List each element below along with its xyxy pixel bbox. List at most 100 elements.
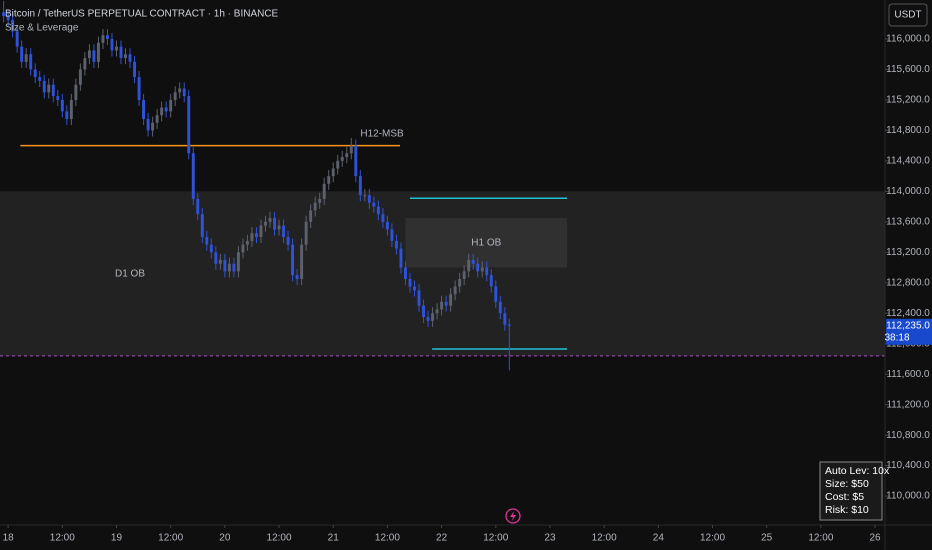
y-tick-label: 112,400.0 [886, 308, 930, 319]
candle-body [96, 42, 100, 62]
candle-body [20, 46, 24, 62]
candle-body [151, 122, 155, 131]
x-tick-label: 12:00 [808, 533, 833, 544]
candle-body [322, 183, 326, 199]
candle-body [74, 84, 78, 100]
candle-body [390, 229, 394, 241]
y-tick-label: 110,800.0 [886, 430, 930, 441]
candle-body [309, 210, 313, 222]
candle-body [336, 160, 340, 169]
candle-body [196, 198, 200, 215]
candle-body [11, 19, 15, 32]
candle-body [69, 99, 73, 119]
candle-body [169, 99, 173, 112]
candle-body [268, 218, 272, 222]
candle-body [105, 35, 109, 40]
candle-body [78, 69, 82, 85]
candle-body [110, 39, 114, 51]
candle-body [218, 259, 222, 264]
candle-body [273, 218, 276, 230]
candle-body [29, 54, 33, 70]
candle-body [33, 69, 37, 78]
candle-body [498, 301, 502, 314]
candle-body [295, 275, 299, 279]
candle-body [277, 225, 281, 230]
candle-body [304, 221, 308, 245]
candle-body [42, 80, 46, 93]
candle-body [363, 195, 367, 197]
candle-body [137, 77, 141, 100]
y-tick-label: 116,000.0 [886, 34, 930, 45]
candle-body [282, 225, 286, 238]
info-line: Cost: $5 [825, 491, 864, 503]
candle-body [83, 58, 87, 70]
candle-body [65, 111, 69, 119]
candle-body [385, 221, 389, 230]
y-tick-label: 111,600.0 [886, 369, 929, 380]
y-tick-label: 114,000.0 [886, 186, 930, 197]
candle-body [300, 244, 304, 279]
candle-body [417, 290, 421, 306]
y-tick-label: 110,400.0 [886, 460, 930, 471]
candle-body [259, 225, 263, 238]
y-tick-label: 110,000.0 [886, 491, 930, 502]
currency-button[interactable] [888, 3, 928, 27]
candle-body [431, 313, 435, 321]
candle-body [115, 46, 118, 51]
last-price-label: 112,235.0 [886, 320, 930, 331]
y-tick-label: 113,200.0 [886, 247, 930, 258]
x-tick-label: 25 [761, 533, 773, 544]
candle-body [372, 202, 376, 207]
x-tick-label: 12:00 [50, 533, 75, 544]
y-tick-label: 115,200.0 [886, 95, 930, 106]
candle-body [6, 16, 10, 20]
candle-body [507, 324, 511, 326]
candle-body [200, 214, 204, 238]
candle-body [489, 275, 493, 287]
candle-body [349, 145, 353, 154]
y-tick-label: 115,600.0 [886, 64, 930, 75]
candle-body [214, 252, 218, 264]
x-tick-label: 12:00 [158, 533, 183, 544]
x-tick-label: 22 [436, 533, 448, 544]
order-block-zone [405, 218, 568, 268]
candle-body [462, 271, 466, 279]
candle-body [124, 54, 127, 59]
candle-body [458, 278, 462, 287]
candle-body [394, 240, 398, 249]
candle-body [354, 145, 358, 177]
candle-body [155, 115, 159, 123]
x-tick-label: 12:00 [483, 533, 508, 544]
candle-body [413, 286, 416, 291]
candle-body [435, 309, 439, 314]
candle-body [142, 99, 146, 119]
candle-body [467, 259, 471, 272]
x-tick-label: 12:00 [375, 533, 400, 544]
candle-body [205, 237, 209, 245]
candle-body [191, 153, 195, 199]
candle-body [404, 267, 407, 279]
alert-icon[interactable] [505, 508, 521, 524]
candle-body [485, 267, 489, 276]
x-tick-label: 18 [3, 533, 15, 544]
candle-body [358, 176, 362, 196]
currency-label[interactable]: USDT [894, 10, 921, 21]
candle-body [440, 301, 444, 310]
candle-body [453, 286, 457, 295]
info-line: Auto Lev: 10x [825, 465, 890, 477]
zone-label: D1 OB [115, 268, 145, 279]
candle-body [101, 35, 105, 43]
x-tick-label: 12:00 [267, 533, 292, 544]
candle-body [408, 278, 412, 287]
indicator-name: Size & Leverage [5, 23, 79, 34]
candle-body [173, 92, 177, 100]
candle-body [38, 77, 42, 81]
x-tick-label: 12:00 [700, 533, 725, 544]
x-tick-label: 21 [328, 533, 340, 544]
y-tick-label: 114,800.0 [886, 125, 930, 136]
candle-body [367, 195, 371, 203]
candle-body [426, 317, 430, 321]
candle-body [24, 54, 28, 62]
